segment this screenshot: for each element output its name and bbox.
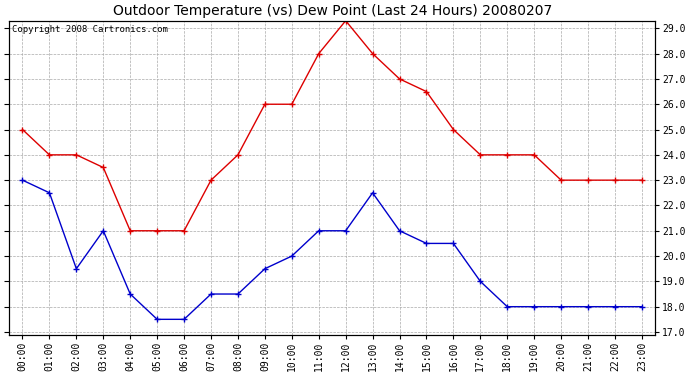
Title: Outdoor Temperature (vs) Dew Point (Last 24 Hours) 20080207: Outdoor Temperature (vs) Dew Point (Last… xyxy=(112,4,552,18)
Text: Copyright 2008 Cartronics.com: Copyright 2008 Cartronics.com xyxy=(12,26,168,34)
